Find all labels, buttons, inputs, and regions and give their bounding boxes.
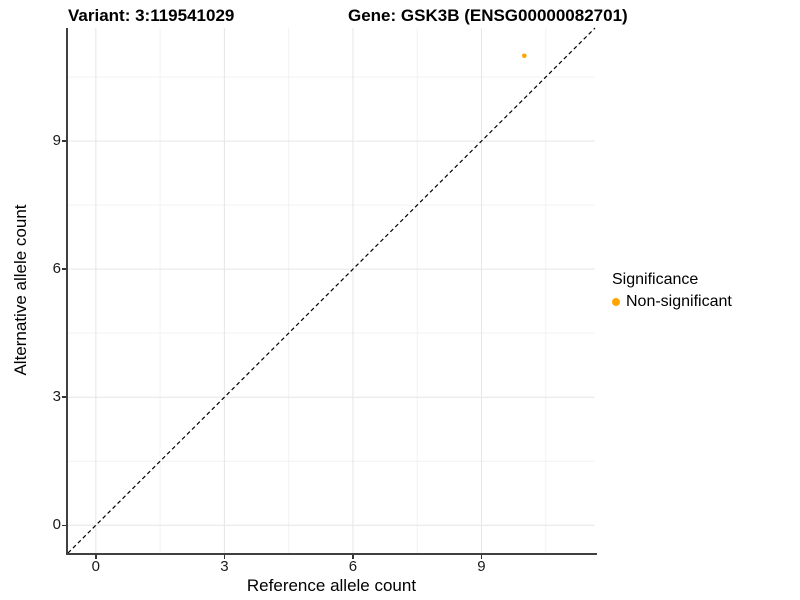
plot-panel	[67, 27, 596, 554]
x-tick-label: 9	[477, 558, 486, 575]
y-tick-mark	[62, 396, 66, 398]
y-tick-label: 6	[52, 260, 61, 278]
y-axis-label: Alternative allele count	[11, 204, 30, 376]
y-axis-line	[66, 28, 68, 555]
x-axis-line	[66, 553, 597, 555]
x-tick-label: 3	[220, 558, 229, 575]
y-tick-mark	[62, 268, 66, 270]
x-tick-mark	[480, 555, 483, 559]
data-point	[522, 53, 527, 59]
plot-canvas	[67, 27, 596, 554]
y-tick-mark	[62, 140, 66, 142]
identity-line	[67, 27, 596, 554]
y-tick-label: 3	[52, 388, 61, 406]
y-tick-label: 0	[52, 516, 61, 534]
variant-title: Variant: 3:119541029	[68, 6, 235, 25]
x-tick-mark	[223, 555, 226, 559]
legend-item-label: Non-significant	[626, 293, 732, 310]
x-tick-label: 0	[91, 558, 101, 575]
y-tick-label: 9	[52, 132, 61, 150]
x-tick-label: 6	[348, 558, 358, 575]
x-axis-label: Reference allele count	[246, 576, 417, 595]
y-tick-mark	[62, 524, 66, 526]
gene-title: Gene: GSK3B (ENSG00000082701)	[348, 6, 628, 25]
legend: Significance Non-significant	[612, 270, 732, 311]
legend-dot-icon	[612, 297, 620, 306]
x-tick-mark	[352, 555, 354, 559]
legend-item-non-significant: Non-significant	[612, 292, 732, 311]
legend-title: Significance	[612, 271, 699, 288]
x-tick-mark	[95, 555, 97, 559]
